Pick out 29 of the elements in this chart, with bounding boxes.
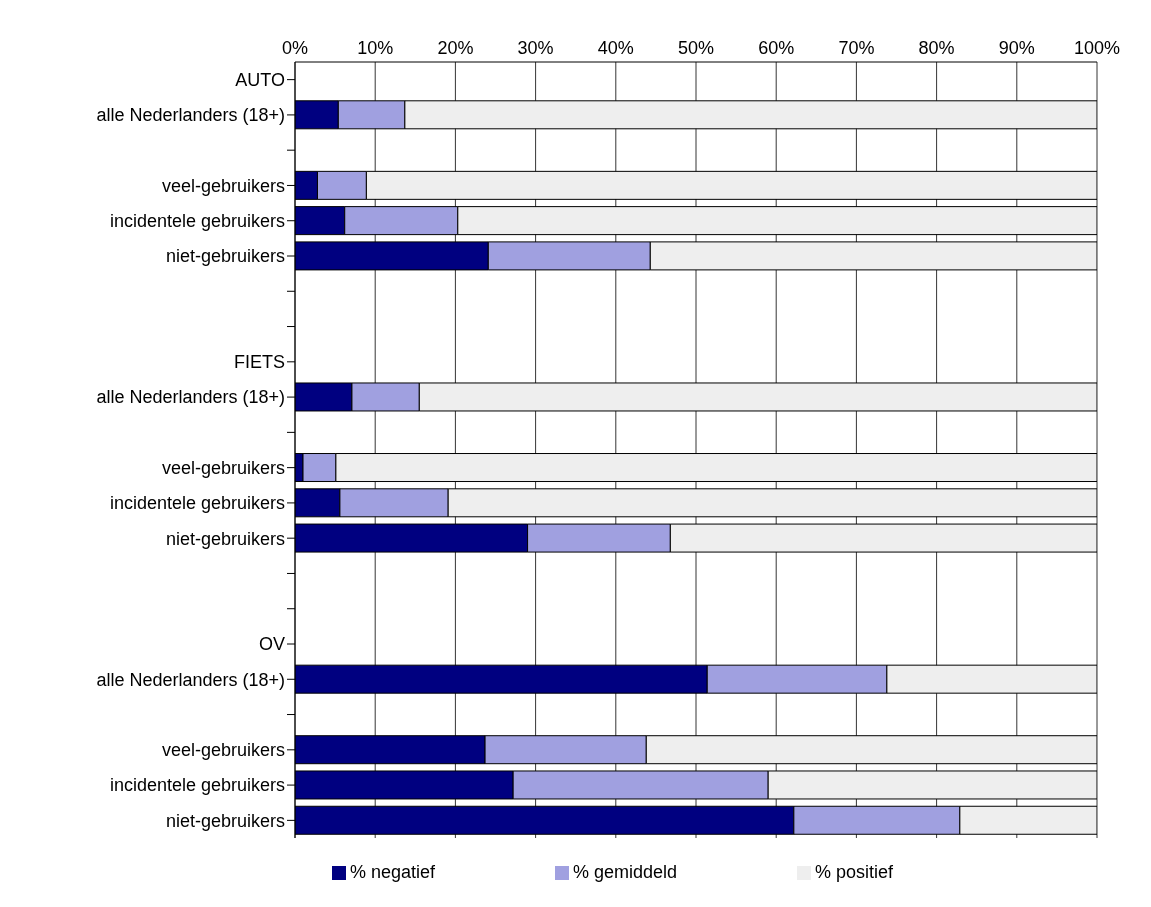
legend-label: % negatief (349, 862, 435, 882)
y-tick-label: niet-gebruikers (165, 528, 285, 549)
x-tick-label: 20% (437, 38, 474, 58)
y-tick-label: veel-gebruikers (161, 458, 285, 479)
y-tick-label: niet-gebruikers (165, 246, 285, 267)
x-tick-label: 10% (357, 38, 394, 58)
x-tick-label: 80% (918, 38, 955, 58)
y-tick-label: AUTO (235, 70, 285, 91)
y-tick-label: FIETS (233, 352, 285, 373)
x-tick-label: 70% (838, 38, 875, 58)
x-tick-label: 100% (1073, 38, 1121, 58)
x-tick-label: 40% (597, 38, 634, 58)
y-tick-label: incidentele gebruikers (109, 211, 285, 232)
legend-label: % gemiddeld (572, 862, 678, 882)
y-tick-label: alle Nederlanders (18+) (96, 105, 285, 126)
legend-label: % positief (815, 862, 894, 882)
y-tick-label: alle Nederlanders (18+) (96, 387, 285, 408)
y-tick-label: veel-gebruikers (161, 740, 285, 761)
y-tick-label: incidentele gebruikers (109, 493, 285, 514)
y-tick-label: OV (258, 634, 285, 655)
x-tick-label: 30% (517, 38, 554, 58)
x-tick-label: 50% (677, 38, 715, 58)
y-tick-label: alle Nederlanders (18+) (96, 669, 285, 690)
x-tick-label: 90% (998, 38, 1035, 58)
y-tick-label: niet-gebruikers (165, 810, 285, 831)
y-tick-label: incidentele gebruikers (109, 775, 285, 796)
y-tick-label: veel-gebruikers (161, 175, 285, 196)
x-tick-label: 60% (758, 38, 795, 58)
x-tick-label: 0% (281, 38, 309, 58)
